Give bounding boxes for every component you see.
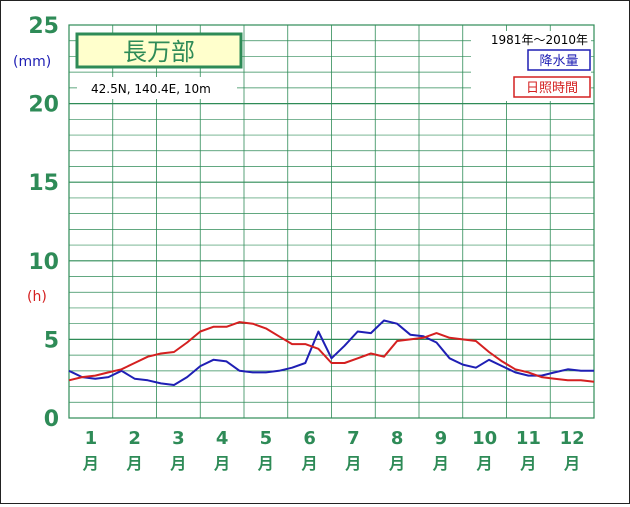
x-tick-month-suffix: 月 [432,454,449,473]
x-tick-month-suffix: 月 [344,454,361,473]
y-tick-label: 0 [44,407,59,432]
period-text: 1981年〜2010年 [491,33,588,47]
x-tick-month-number: 2 [128,428,141,449]
x-tick-month-suffix: 月 [301,454,318,473]
legend-precip-label: 降水量 [539,54,578,69]
x-tick-month-suffix: 月 [82,454,99,473]
y-tick-label: 20 [28,93,59,118]
x-tick-month-number: 5 [260,428,273,449]
x-tick-month-number: 10 [472,428,497,449]
location-text: 42.5N, 140.4E, 10m [91,82,211,96]
sun-unit-label: (h) [27,289,47,305]
x-tick-month-number: 7 [347,428,360,449]
x-tick-month-number: 6 [303,428,316,449]
x-axis-ticks: 1 月 2 月 3 月 4 月 5 月 6 月 7 月 8 月 9 月 10 月 11 月 12 月 [82,428,585,473]
series-lines [68,319,595,386]
y-tick-label: 5 [44,328,59,353]
x-tick-month-number: 3 [172,428,185,449]
x-tick-month-number: 1 [85,428,98,449]
legend-precip-box [527,49,591,71]
chart-title: 長万部 [123,38,195,66]
x-tick-month-suffix: 月 [519,454,536,473]
x-tick-month-suffix: 月 [257,454,274,473]
x-tick-month-suffix: 月 [476,454,493,473]
x-tick-month-suffix: 月 [126,454,143,473]
y-tick-label: 15 [28,171,59,196]
x-tick-month-suffix: 月 [213,454,230,473]
sunshine-line [68,321,595,383]
x-tick-month-number: 8 [391,428,404,449]
title-box [75,32,243,69]
x-tick-month-number: 11 [516,428,541,449]
x-tick-month-suffix: 月 [388,454,405,473]
precipitation-line [68,319,594,386]
y-axis-ticks: 0 5 10 15 20 25 [28,14,59,432]
legend-sun-label: 日照時間 [526,81,578,96]
x-tick-month-suffix: 月 [563,454,580,473]
location-box [77,77,237,99]
x-tick-month-suffix: 月 [169,454,186,473]
precip-unit-label: (mm) [13,54,51,70]
x-tick-month-number: 12 [560,428,585,449]
x-tick-month-number: 4 [216,428,229,449]
legend-sun-box [513,76,591,98]
y-tick-label: 25 [28,14,59,39]
y-tick-label: 10 [28,250,59,275]
x-tick-month-number: 9 [435,428,448,449]
